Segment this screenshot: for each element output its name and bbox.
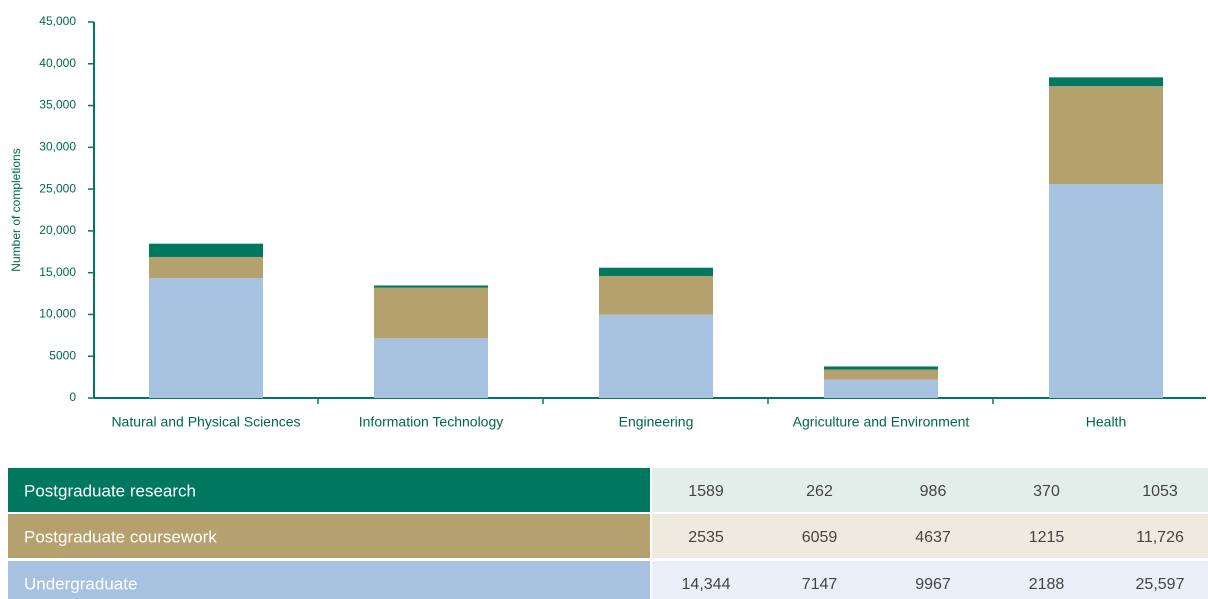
table-cell: 7147 xyxy=(802,576,838,593)
table-cell: 6059 xyxy=(802,529,838,546)
y-tick-label: 10,000 xyxy=(39,307,76,321)
table-cell: 9967 xyxy=(915,576,951,593)
y-axis-label: Number of completions xyxy=(9,148,23,271)
y-tick-label: 35,000 xyxy=(39,98,76,112)
bar-segment xyxy=(1049,86,1163,185)
bar-segment xyxy=(149,256,263,279)
y-tick-label: 15,000 xyxy=(39,265,76,279)
bar-segment xyxy=(599,275,713,315)
table-cell: 1053 xyxy=(1142,483,1178,500)
table-row-bg xyxy=(652,468,1208,512)
legend-swatch xyxy=(8,561,650,599)
table-cell: 2188 xyxy=(1029,576,1065,593)
legend-swatch xyxy=(8,514,650,558)
table-cell: 4637 xyxy=(915,529,951,546)
table-cell: 2535 xyxy=(688,529,724,546)
x-tick-label: Engineering xyxy=(619,414,694,430)
table-cell: 1589 xyxy=(688,483,724,500)
x-tick-label: Information Technology xyxy=(359,414,504,430)
table-row-bg xyxy=(652,514,1208,558)
y-tick-label: 40,000 xyxy=(39,56,76,70)
y-tick-label: 45,000 xyxy=(39,14,76,28)
bar-segment xyxy=(599,314,713,398)
bar-segment xyxy=(1049,184,1163,398)
bar-segment xyxy=(374,338,488,398)
x-tick-label: Health xyxy=(1086,414,1126,430)
y-tick-label: 0 xyxy=(69,390,76,404)
table-row-bg xyxy=(652,561,1208,599)
bar-segment xyxy=(149,243,263,257)
legend-label: Undergraduate xyxy=(24,574,137,593)
bar-segment xyxy=(599,267,713,276)
table-cell: 986 xyxy=(920,483,947,500)
table-cell: 1215 xyxy=(1029,529,1065,546)
table-cell: 14,344 xyxy=(682,576,731,593)
y-tick-label: 30,000 xyxy=(39,140,76,154)
bar-segment xyxy=(824,366,938,370)
table-cell: 262 xyxy=(806,483,833,500)
bar-segment xyxy=(149,278,263,398)
bar-segment xyxy=(824,379,938,398)
y-tick-label: 25,000 xyxy=(39,181,76,195)
x-tick-label: Natural and Physical Sciences xyxy=(111,414,300,430)
x-tick-label: Agriculture and Environment xyxy=(793,414,970,430)
table-cell: 370 xyxy=(1033,483,1060,500)
legend-label: Postgraduate coursework xyxy=(24,527,217,546)
legend-label: Postgraduate research xyxy=(24,481,196,500)
bar-segment xyxy=(824,369,938,380)
y-tick-label: 20,000 xyxy=(39,223,76,237)
table-cell: 25,597 xyxy=(1136,576,1185,593)
y-tick-label: 5000 xyxy=(49,348,76,362)
table-cell: 11,726 xyxy=(1136,529,1184,546)
bar-segment xyxy=(374,287,488,339)
bar-segment xyxy=(374,285,488,288)
bar-segment xyxy=(1049,77,1163,87)
legend-swatch xyxy=(8,468,650,512)
